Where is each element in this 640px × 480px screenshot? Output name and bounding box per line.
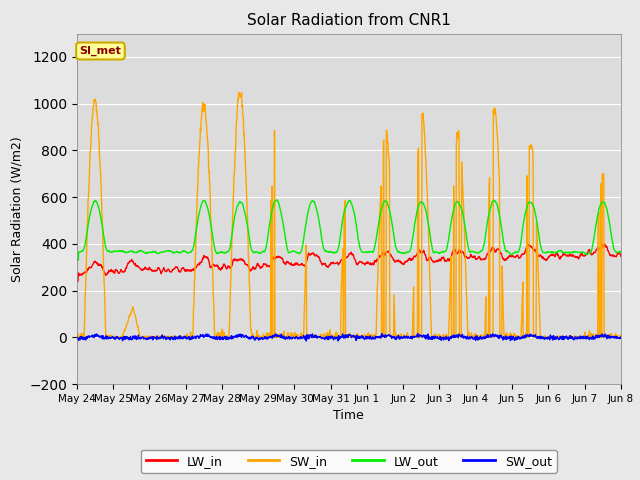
LW_out [341, 205, 349, 211]
X-axis label: Time: Time [333, 409, 364, 422]
LW_in [632, 239, 640, 244]
SW_in [342, 334, 349, 340]
Y-axis label: Solar Radiation (W/m2): Solar Radiation (W/m2) [11, 136, 24, 282]
Line: LW_out: LW_out [77, 200, 640, 260]
SW_in [589, 333, 597, 338]
LW_out [504, 249, 512, 255]
LW_in [352, 259, 360, 264]
SW_out [633, 330, 640, 336]
Title: Solar Radiation from CNR1: Solar Radiation from CNR1 [247, 13, 451, 28]
LW_out [352, 221, 360, 227]
LW_out [73, 257, 81, 263]
SW_out [164, 335, 172, 340]
Legend: LW_in, SW_in, LW_out, SW_out: LW_in, SW_in, LW_out, SW_out [141, 450, 557, 473]
LW_out [164, 248, 172, 253]
LW_in [164, 267, 172, 273]
SW_out [303, 338, 310, 344]
SW_out [504, 336, 512, 341]
SW_out [352, 337, 360, 343]
SW_in [73, 333, 81, 339]
Line: SW_out: SW_out [77, 333, 640, 341]
SW_out [341, 335, 349, 341]
LW_in [341, 255, 349, 261]
SW_out [589, 334, 597, 339]
SW_in [74, 335, 81, 340]
SW_out [73, 336, 81, 342]
LW_in [73, 278, 81, 284]
LW_out [589, 240, 597, 245]
SW_in [235, 89, 243, 95]
Line: SW_in: SW_in [77, 92, 640, 337]
Line: LW_in: LW_in [77, 241, 640, 281]
SW_in [353, 331, 360, 337]
SW_in [164, 334, 172, 339]
SW_in [505, 334, 513, 339]
LW_in [504, 255, 511, 261]
LW_out [273, 197, 280, 203]
LW_in [589, 251, 596, 257]
Text: SI_met: SI_met [79, 46, 122, 56]
